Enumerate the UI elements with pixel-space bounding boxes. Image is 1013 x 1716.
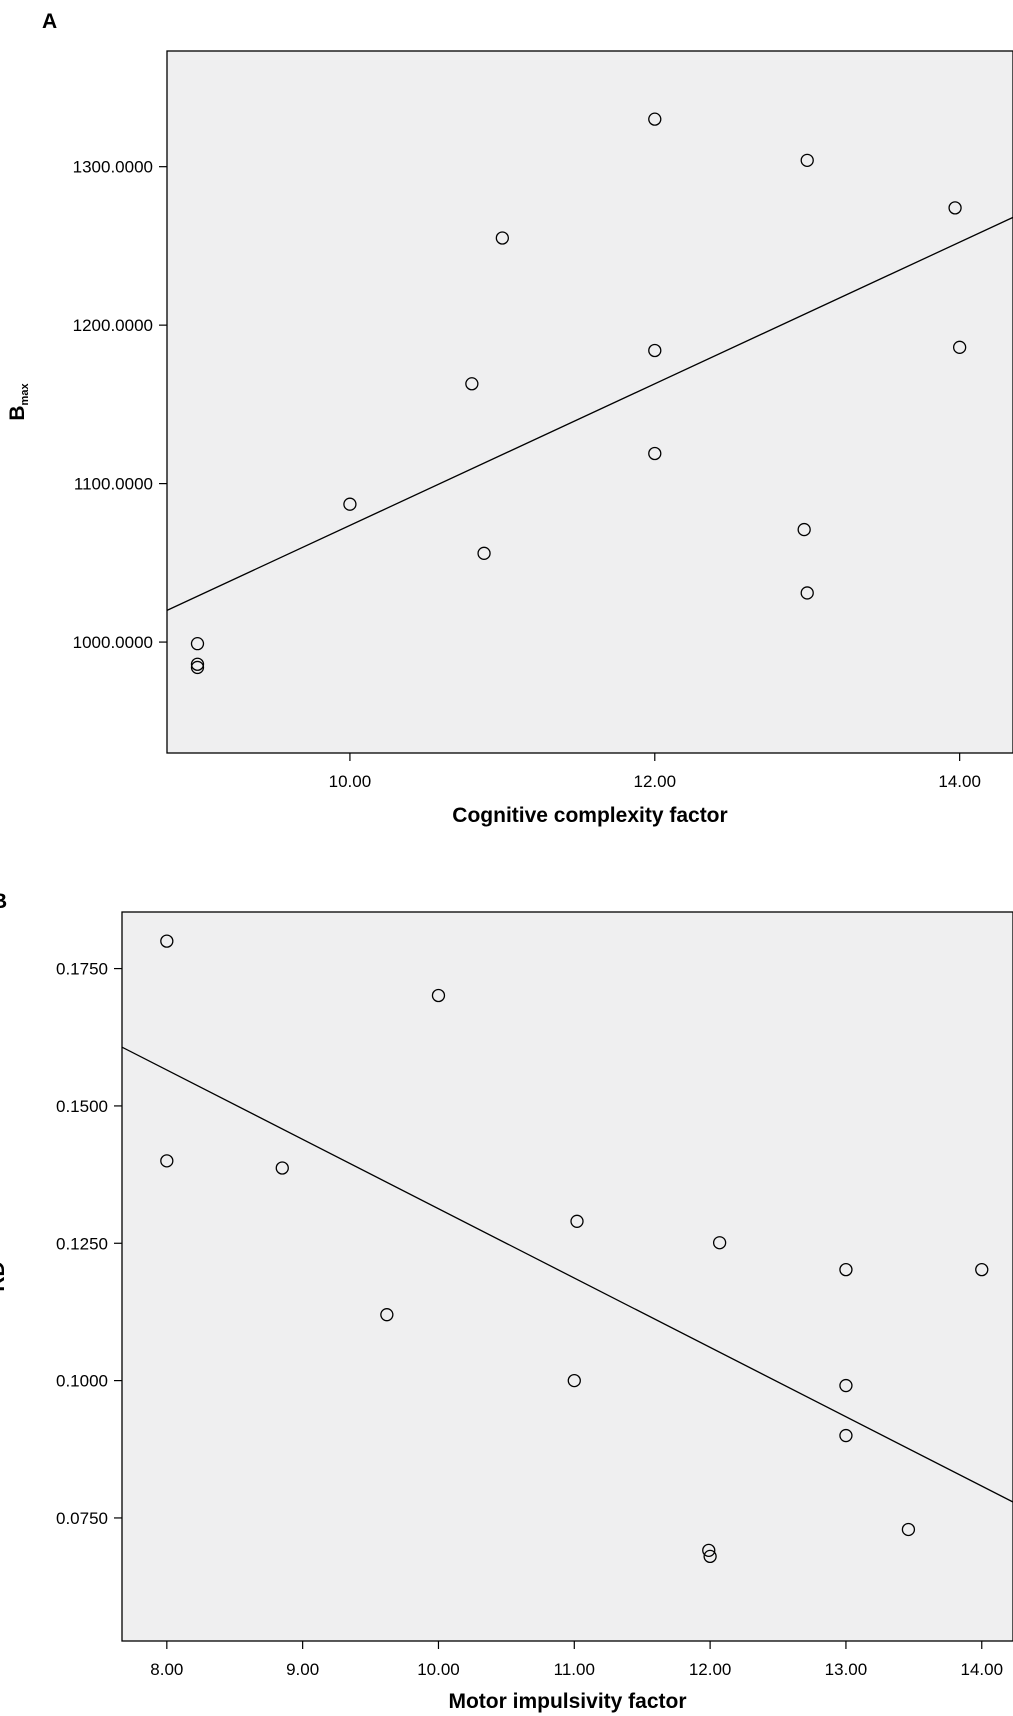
y-tick-label: 1100.0000	[74, 475, 153, 494]
y-axis-title-subscript: max	[19, 383, 31, 406]
data-point	[648, 343, 662, 358]
data-point	[703, 1549, 717, 1564]
data-point	[648, 112, 662, 126]
x-tick-label: 10.00	[329, 772, 372, 791]
y-tick-label: 1300.0000	[73, 158, 153, 177]
data-point	[570, 1214, 584, 1228]
data-point	[190, 637, 205, 651]
chart-panel-a: A 10.00 12.00 14.00 1000.0000 1100.0000 1200.0…	[6, 10, 1013, 827]
x-axis-title: Cognitive complexity factor	[452, 804, 727, 827]
data-point	[797, 522, 811, 537]
data-point	[839, 1262, 853, 1277]
data-point	[431, 988, 446, 1003]
data-point	[160, 934, 174, 948]
data-point	[975, 1262, 989, 1277]
fit-line	[122, 1046, 1013, 1503]
data-point	[948, 201, 962, 215]
x-tick-label: 14.00	[938, 772, 981, 791]
x-axis-title: Motor impulsivity factor	[448, 1690, 686, 1713]
data-point	[901, 1522, 916, 1537]
data-point	[465, 377, 479, 391]
data-point	[160, 1154, 174, 1168]
plot-area	[166, 50, 1013, 754]
data-point	[190, 660, 205, 675]
y-tick-label: 0.1250	[56, 1234, 108, 1253]
panel-letter: A	[42, 10, 57, 33]
y-tick-label: 0.1500	[56, 1097, 108, 1116]
data-point	[495, 231, 510, 245]
y-tick-label: 0.1750	[56, 960, 108, 979]
y-tick-label: 0.1000	[56, 1372, 108, 1391]
data-point	[275, 1161, 289, 1175]
data-point	[380, 1308, 394, 1322]
x-tick-label: 14.00	[960, 1660, 1003, 1679]
plot-area	[121, 911, 1013, 1642]
y-tick-label: 1200.0000	[73, 316, 153, 335]
data-point	[952, 340, 967, 354]
data-point	[477, 546, 491, 560]
data-point	[648, 446, 662, 461]
y-tick-label: 1000.0000	[73, 633, 153, 652]
chart-panel-b: B 8.00 9.00 10.00 11.00 12.00 13.00 14.00 0.0750…	[0, 890, 1013, 1713]
data-point	[839, 1378, 853, 1393]
x-tick-label: 13.00	[825, 1660, 868, 1679]
x-tick-label: 10.00	[417, 1660, 460, 1679]
y-axis-title: RD	[0, 1261, 9, 1291]
y-axis-title: Bmax	[6, 383, 31, 421]
data-point	[343, 497, 357, 511]
x-tick-label: 12.00	[634, 772, 677, 791]
x-tick-label: 12.00	[689, 1660, 732, 1679]
x-tick-label: 11.00	[554, 1660, 595, 1679]
data-point	[567, 1373, 581, 1388]
fit-line	[167, 216, 1013, 611]
data-point	[800, 586, 814, 600]
data-point	[190, 657, 205, 671]
x-tick-label: 8.00	[150, 1660, 183, 1679]
panel-letter: B	[0, 890, 7, 913]
data-point	[702, 1543, 716, 1558]
data-point	[800, 153, 814, 167]
x-tick-label: 9.00	[286, 1660, 319, 1679]
y-tick-label: 0.0750	[56, 1509, 108, 1528]
data-point	[712, 1236, 727, 1250]
data-point	[839, 1428, 853, 1443]
